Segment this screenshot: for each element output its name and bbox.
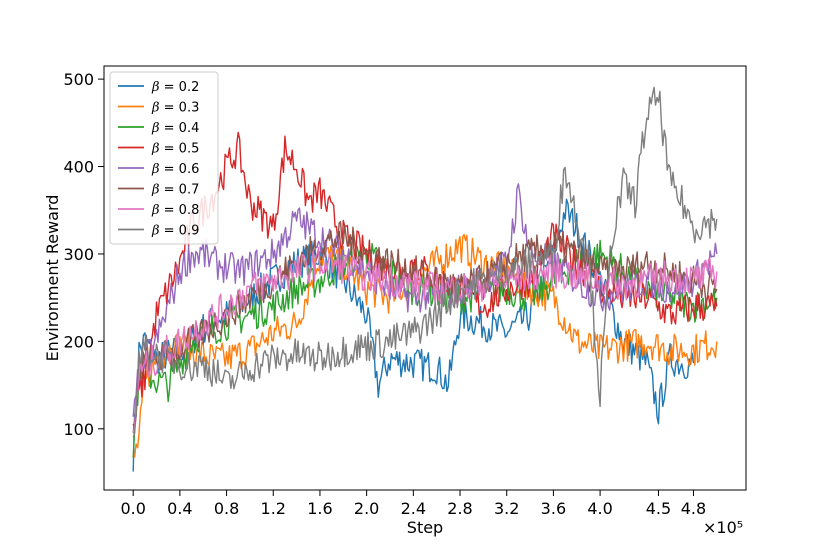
series-line-5 <box>132 221 718 433</box>
y-tick-label: 200 <box>63 332 94 351</box>
x-tick-label: 4.5 <box>646 499 671 518</box>
y-tick-label: 100 <box>63 420 94 439</box>
series-line-7 <box>132 86 718 438</box>
legend-label: β = 0.2 <box>151 80 199 95</box>
series-line-1 <box>132 233 718 458</box>
y-axis-label: Environment Reward <box>43 195 62 362</box>
x-tick-label: 4.8 <box>681 499 706 518</box>
y-tick-label: 500 <box>63 70 94 89</box>
y-axis: 100 200 300 400 500 <box>63 70 104 439</box>
legend-label: β = 0.8 <box>151 203 199 218</box>
x-tick-label: 0.0 <box>120 499 145 518</box>
legend: β = 0.2 β = 0.3 β = 0.4 β = 0.5 β = 0.6 β = 0… <box>109 71 219 245</box>
legend-label: β = 0.6 <box>151 162 199 177</box>
plot-lines <box>132 86 718 472</box>
plot-frame <box>103 65 747 491</box>
x-tick-label: 2.8 <box>447 499 472 518</box>
x-tick-label: 1.2 <box>261 499 286 518</box>
y-tick-label: 300 <box>63 245 94 264</box>
x-axis-offset-label: ×10⁵ <box>703 518 743 537</box>
x-tick-label: 2.0 <box>354 499 379 518</box>
legend-box <box>109 71 219 245</box>
x-tick-label: 0.4 <box>167 499 192 518</box>
legend-label: β = 0.3 <box>151 101 199 116</box>
x-axis-label: Step <box>407 518 443 537</box>
x-tick-label: 3.2 <box>494 499 519 518</box>
x-tick-label: 2.4 <box>401 499 426 518</box>
x-tick-label: 1.6 <box>307 499 332 518</box>
x-tick-label: 3.6 <box>541 499 566 518</box>
y-tick-label: 400 <box>63 158 94 177</box>
legend-label: β = 0.5 <box>151 142 199 157</box>
x-axis: 0.0 0.4 0.8 1.2 1.6 2.0 2.4 2.8 3.2 3.6 4.0 4.5 4.8 <box>120 490 706 518</box>
x-tick-label: 4.0 <box>587 499 612 518</box>
series-line-6 <box>132 246 718 433</box>
x-tick-label: 0.8 <box>214 499 239 518</box>
legend-label: β = 0.4 <box>151 121 199 136</box>
legend-label: β = 0.9 <box>151 224 199 239</box>
legend-label: β = 0.7 <box>151 183 199 198</box>
